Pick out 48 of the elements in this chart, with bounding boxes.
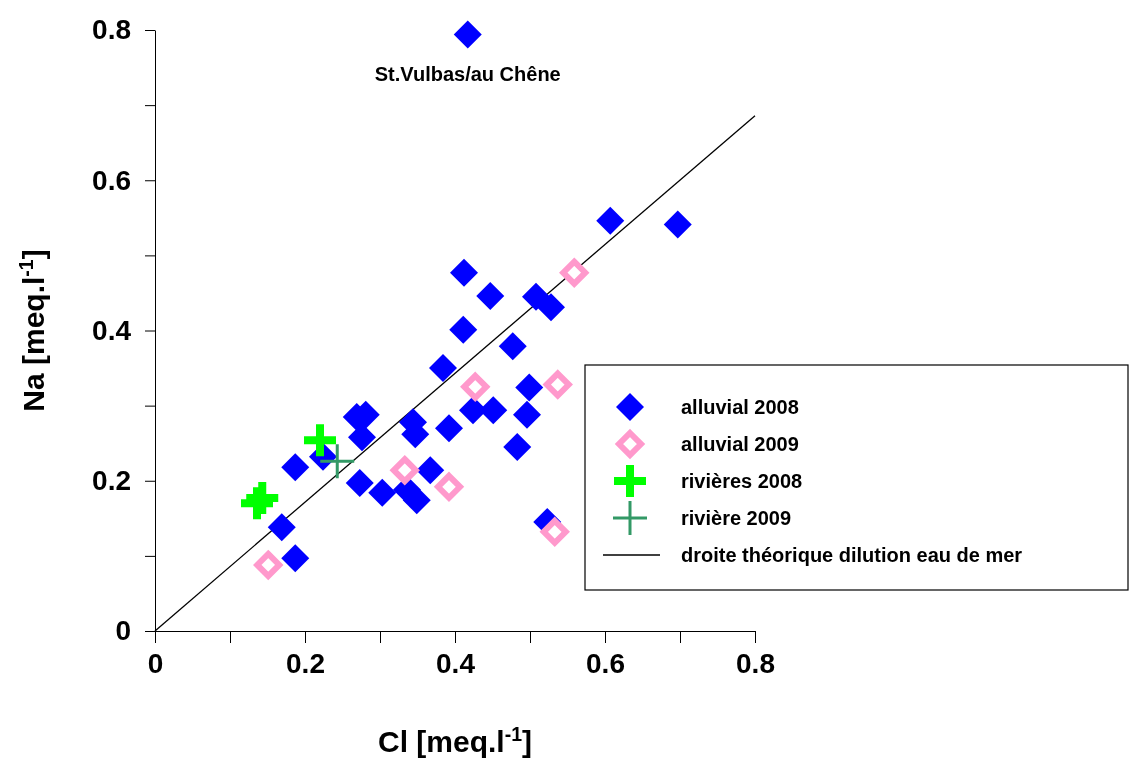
point	[368, 478, 397, 507]
legend-label: rivières 2008	[681, 470, 803, 492]
point	[390, 456, 419, 485]
point	[435, 414, 463, 443]
y-tick-label: 0	[115, 615, 131, 647]
legend-label: alluvial 2008	[681, 396, 799, 418]
x-tick-label: 0.8	[736, 647, 775, 679]
point	[348, 423, 376, 452]
point	[515, 373, 544, 402]
point	[560, 258, 589, 287]
point	[453, 20, 482, 49]
point	[537, 293, 565, 322]
point	[596, 206, 625, 235]
point	[345, 469, 374, 497]
point	[246, 482, 279, 515]
legend-label: droite théorique dilution eau de mer	[681, 544, 1023, 566]
x-axis-title: Cl [meq.l$^{-1}$]	[377, 723, 533, 758]
point	[522, 282, 550, 311]
point	[540, 517, 569, 546]
x-tick-label: 0.2	[286, 647, 325, 679]
x-tick-label: 0.6	[586, 647, 625, 679]
legend-label: rivière 2009	[681, 507, 792, 529]
point	[476, 281, 505, 310]
point	[304, 424, 336, 457]
x-tick-label: 0.4	[436, 647, 476, 679]
point	[281, 453, 310, 482]
point	[435, 472, 463, 501]
y-tick-label: 0.2	[92, 465, 131, 497]
legend-label: alluvial 2009	[681, 433, 799, 455]
y-tick-label: 0.6	[92, 164, 131, 196]
point	[450, 258, 478, 287]
point	[663, 210, 692, 239]
y-tick-label: 0.4	[92, 314, 132, 346]
point	[513, 400, 541, 429]
point	[503, 432, 532, 461]
point	[543, 370, 572, 399]
point	[498, 332, 527, 361]
x-tick-label: 0	[147, 647, 164, 679]
y-tick-label: 0.8	[92, 14, 131, 46]
point	[281, 544, 310, 573]
point	[429, 354, 457, 383]
point	[461, 372, 490, 401]
point	[320, 444, 355, 479]
annotation: St.Vulbas/au Chêne	[374, 62, 561, 85]
point	[267, 513, 296, 542]
point	[416, 456, 445, 485]
point	[449, 315, 478, 344]
point	[254, 550, 283, 579]
